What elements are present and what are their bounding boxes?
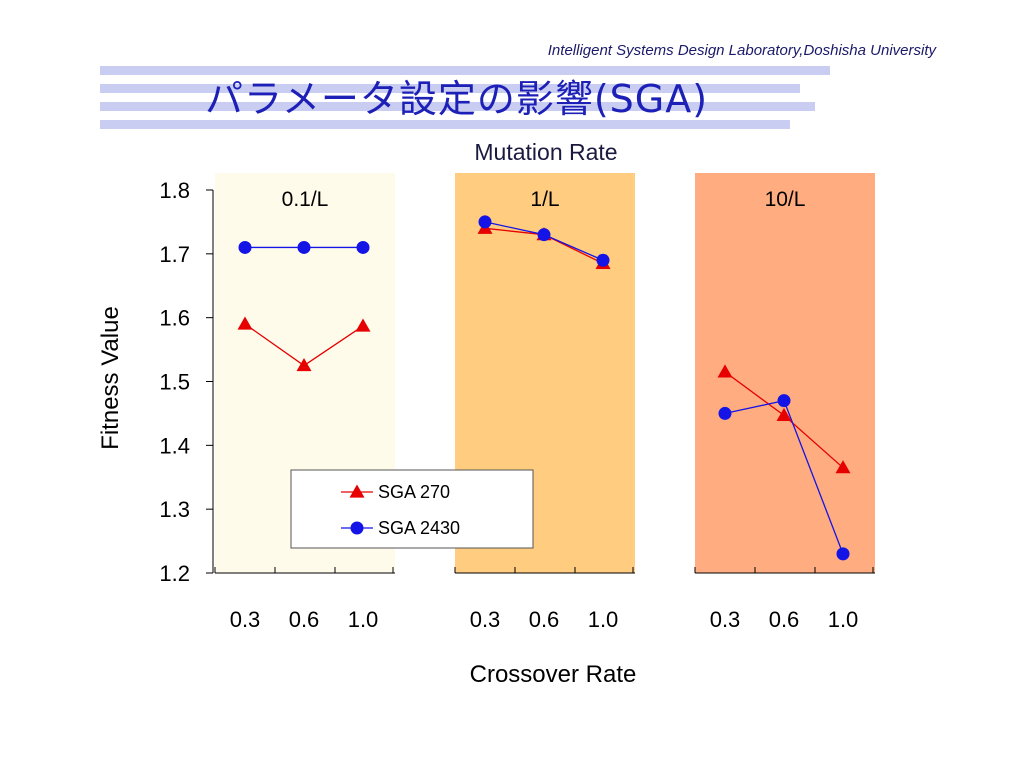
y-tick-label: 1.5 <box>159 370 190 395</box>
chart-legend: SGA 270 SGA 2430 <box>290 469 534 549</box>
x-axis-label: Crossover Rate <box>470 661 637 688</box>
y-tick-label: 1.3 <box>159 497 190 522</box>
legend-label-sga-2430: SGA 2430 <box>378 518 460 538</box>
x-tick-label: 0.6 <box>769 607 800 632</box>
title-decoration <box>100 66 830 130</box>
slide-title: パラメータ設定の影響(SGA) <box>205 77 709 121</box>
sga-2430-point <box>718 406 732 420</box>
sga-270-point <box>776 407 792 421</box>
sga-270-point <box>296 358 312 372</box>
sga-270-point <box>237 316 253 330</box>
chart-title: Mutation Rate <box>474 139 617 165</box>
sga-2430-point <box>238 240 252 254</box>
x-tick-label: 0.3 <box>710 607 741 632</box>
sga-2430-point <box>478 215 492 229</box>
sga-270-point <box>717 364 733 378</box>
legend-marker-sga-2430 <box>350 521 364 535</box>
sga-270-point <box>835 460 851 474</box>
legend-marker-sga-270 <box>349 484 365 498</box>
x-tick-label: 1.0 <box>348 607 379 632</box>
mutation-group-label: 1/L <box>530 188 559 211</box>
mutation-group-label: 0.1/L <box>282 188 329 211</box>
y-tick-label: 1.4 <box>159 433 190 458</box>
sga-2430-point <box>356 240 370 254</box>
legend-label-sga-270: SGA 270 <box>378 482 450 502</box>
x-tick-label: 0.6 <box>529 607 560 632</box>
mutation-group-label: 10/L <box>765 188 806 211</box>
x-tick-label: 0.6 <box>289 607 320 632</box>
lab-name-header: Intelligent Systems Design Laboratory,Do… <box>547 42 936 59</box>
x-tick-label: 0.3 <box>470 607 501 632</box>
sga-2430-point <box>836 547 850 561</box>
y-tick-label: 1.6 <box>159 306 190 331</box>
y-tick-label: 1.2 <box>159 561 190 586</box>
y-tick-label: 1.8 <box>159 178 190 203</box>
y-tick-label: 1.7 <box>159 242 190 267</box>
legend-box <box>290 469 534 549</box>
sga-2430-point <box>777 394 791 408</box>
x-tick-label: 1.0 <box>828 607 859 632</box>
sga-2430-point <box>297 240 311 254</box>
x-tick-label: 1.0 <box>588 607 619 632</box>
y-axis-label: Fitness Value <box>97 306 124 450</box>
sga-2430-point <box>537 228 551 242</box>
sga-2430-point <box>596 253 610 267</box>
x-tick-label: 0.3 <box>230 607 261 632</box>
sga-270-point <box>355 318 371 332</box>
